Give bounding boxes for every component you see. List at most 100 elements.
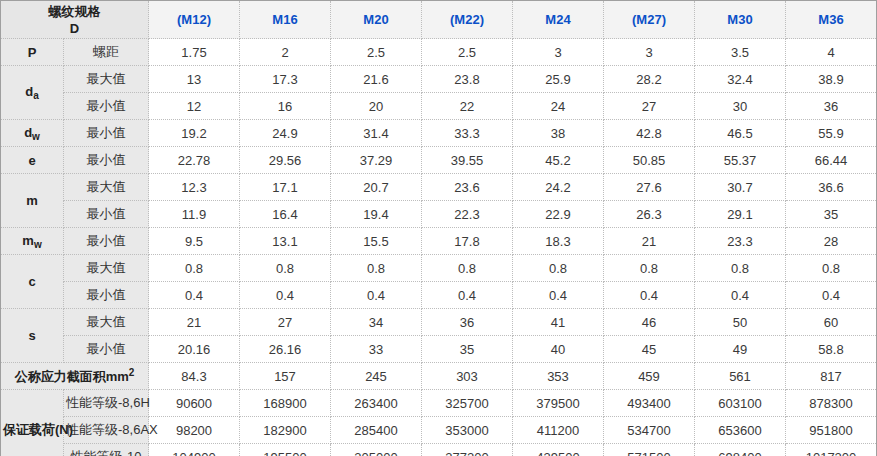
cell: 28.2 bbox=[604, 66, 695, 93]
cell: 55.37 bbox=[695, 147, 786, 174]
row-s-max: s 最大值 21 27 34 36 41 46 50 60 bbox=[1, 309, 877, 336]
cell: 38 bbox=[513, 120, 604, 147]
cell: 2.5 bbox=[422, 39, 513, 66]
cell: 60 bbox=[786, 309, 877, 336]
row-label-da: da bbox=[1, 66, 64, 120]
cell: 24.2 bbox=[513, 174, 604, 201]
row-dw-min: dw 最小值 19.2 24.9 31.4 33.3 38 42.8 46.5 … bbox=[1, 120, 877, 147]
cell: 46 bbox=[604, 309, 695, 336]
row-label-dw: dw bbox=[1, 120, 64, 147]
cell: 0.4 bbox=[422, 282, 513, 309]
cell: 28 bbox=[786, 228, 877, 255]
cell: 18.3 bbox=[513, 228, 604, 255]
cell: 377200 bbox=[422, 444, 513, 456]
cell: 0.4 bbox=[149, 282, 240, 309]
cell: 353 bbox=[513, 363, 604, 390]
cell: 24.9 bbox=[240, 120, 331, 147]
cell: 31.4 bbox=[331, 120, 422, 147]
row-label-p: P bbox=[1, 39, 64, 66]
row-spec: 最小值 bbox=[64, 228, 149, 255]
row-spec: 最小值 bbox=[64, 147, 149, 174]
cell: 33 bbox=[331, 336, 422, 363]
row-spec: 最小值 bbox=[64, 336, 149, 363]
row-c-min: 最小值 0.4 0.4 0.4 0.4 0.4 0.4 0.4 0.4 bbox=[1, 282, 877, 309]
cell: 16 bbox=[240, 93, 331, 120]
row-m-min: 最小值 11.9 16.4 19.4 22.3 22.9 26.3 29.1 3… bbox=[1, 201, 877, 228]
row-label-s: s bbox=[1, 309, 64, 363]
cell: 698400 bbox=[695, 444, 786, 456]
cell: 46.5 bbox=[695, 120, 786, 147]
header-row: 螺纹规格 D (M12) M16 M20 (M22) M24 (M27) M30… bbox=[1, 1, 877, 39]
row-e-min: e 最小值 22.78 29.56 37.29 39.55 45.2 50.85… bbox=[1, 147, 877, 174]
cell: 90600 bbox=[149, 390, 240, 417]
cell: 37.29 bbox=[331, 147, 422, 174]
cell: 29.56 bbox=[240, 147, 331, 174]
row-c-max: c 最大值 0.8 0.8 0.8 0.8 0.8 0.8 0.8 0.8 bbox=[1, 255, 877, 282]
cell: 23.8 bbox=[422, 66, 513, 93]
row-spec: 性能等级-8,6AX bbox=[64, 417, 149, 444]
thread-spec-table: 螺纹规格 D (M12) M16 M20 (M22) M24 (M27) M30… bbox=[0, 0, 877, 456]
cell: 36 bbox=[422, 309, 513, 336]
cell: 19.4 bbox=[331, 201, 422, 228]
cell: 58.8 bbox=[786, 336, 877, 363]
cell: 13 bbox=[149, 66, 240, 93]
cell: 21.6 bbox=[331, 66, 422, 93]
cell: 33.3 bbox=[422, 120, 513, 147]
cell: 878300 bbox=[786, 390, 877, 417]
cell: 41 bbox=[513, 309, 604, 336]
cell: 325700 bbox=[422, 390, 513, 417]
cell: 25.9 bbox=[513, 66, 604, 93]
cell: 157 bbox=[240, 363, 331, 390]
corner-header-line1: 螺纹规格 bbox=[3, 3, 146, 20]
cell: 0.8 bbox=[513, 255, 604, 282]
cell: 182900 bbox=[240, 417, 331, 444]
cell: 16.4 bbox=[240, 201, 331, 228]
col-header-m36: M36 bbox=[786, 1, 877, 39]
cell: 3 bbox=[513, 39, 604, 66]
row-label-c: c bbox=[1, 255, 64, 309]
row-proof-load-10: 性能等级-10 104900 195500 305000 377200 4395… bbox=[1, 444, 877, 456]
cell: 9.5 bbox=[149, 228, 240, 255]
cell: 17.1 bbox=[240, 174, 331, 201]
col-header-m22: (M22) bbox=[422, 1, 513, 39]
cell: 21 bbox=[149, 309, 240, 336]
cell: 27 bbox=[604, 93, 695, 120]
cell: 45.2 bbox=[513, 147, 604, 174]
row-da-max: da 最大值 13 17.3 21.6 23.8 25.9 28.2 32.4 … bbox=[1, 66, 877, 93]
row-stress-area: 公称应力截面积mm2 84.3 157 245 303 353 459 561 … bbox=[1, 363, 877, 390]
col-header-m20: M20 bbox=[331, 1, 422, 39]
row-label-m: m bbox=[1, 174, 64, 228]
cell: 653600 bbox=[695, 417, 786, 444]
cell: 24 bbox=[513, 93, 604, 120]
cell: 0.4 bbox=[786, 282, 877, 309]
col-header-m24: M24 bbox=[513, 1, 604, 39]
cell: 36 bbox=[786, 93, 877, 120]
col-header-m27: (M27) bbox=[604, 1, 695, 39]
cell: 29.1 bbox=[695, 201, 786, 228]
row-spec: 性能等级-8,6H bbox=[64, 390, 149, 417]
cell: 17.8 bbox=[422, 228, 513, 255]
row-spec: 最大值 bbox=[64, 309, 149, 336]
cell: 20 bbox=[331, 93, 422, 120]
cell: 439500 bbox=[513, 444, 604, 456]
cell: 36.6 bbox=[786, 174, 877, 201]
cell: 3 bbox=[604, 39, 695, 66]
cell: 22.78 bbox=[149, 147, 240, 174]
cell: 0.8 bbox=[422, 255, 513, 282]
col-header-m12: (M12) bbox=[149, 1, 240, 39]
cell: 32.4 bbox=[695, 66, 786, 93]
cell: 195500 bbox=[240, 444, 331, 456]
corner-header: 螺纹规格 D bbox=[1, 1, 149, 39]
cell: 40 bbox=[513, 336, 604, 363]
cell: 84.3 bbox=[149, 363, 240, 390]
row-spec: 最小值 bbox=[64, 282, 149, 309]
cell: 353000 bbox=[422, 417, 513, 444]
row-spec: 最小值 bbox=[64, 201, 149, 228]
cell: 603100 bbox=[695, 390, 786, 417]
cell: 22 bbox=[422, 93, 513, 120]
row-mw-min: mw 最小值 9.5 13.1 15.5 17.8 18.3 21 23.3 2… bbox=[1, 228, 877, 255]
cell: 2.5 bbox=[331, 39, 422, 66]
cell: 15.5 bbox=[331, 228, 422, 255]
cell: 38.9 bbox=[786, 66, 877, 93]
cell: 22.3 bbox=[422, 201, 513, 228]
